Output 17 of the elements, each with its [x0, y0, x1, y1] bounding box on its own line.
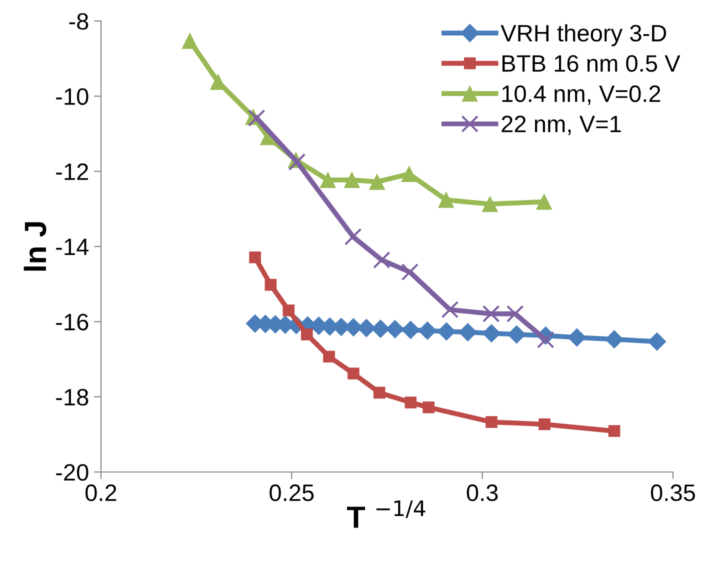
y-axis-title: ln J [24, 222, 46, 271]
y-tick-label: -20 [56, 464, 88, 481]
legend-label: 22 nm, V=1 [502, 116, 621, 136]
y-tick-label: -12 [56, 163, 88, 180]
x-tick-label: 0.2 [86, 484, 116, 502]
y-tick-label: -18 [56, 388, 88, 406]
legend-label: BTB 16 nm 0.5 V [502, 55, 680, 72]
legend-label: 10.4 nm, V=0.2 [502, 85, 660, 105]
y-tick-label: -8 [69, 13, 88, 30]
x-axis-title: T $^{−1/4}$ [347, 500, 426, 528]
x-tick-label: 0.25 [270, 484, 314, 502]
x-tick-label: 0.3 [466, 484, 498, 502]
y-tick-label: -16 [56, 314, 88, 330]
y-tick-label: -14 [56, 238, 89, 256]
legend-label: VRH theory 3-D [500, 24, 666, 46]
y-tick-label: -10 [56, 88, 88, 105]
x-tick-label: 0.35 [650, 484, 695, 502]
